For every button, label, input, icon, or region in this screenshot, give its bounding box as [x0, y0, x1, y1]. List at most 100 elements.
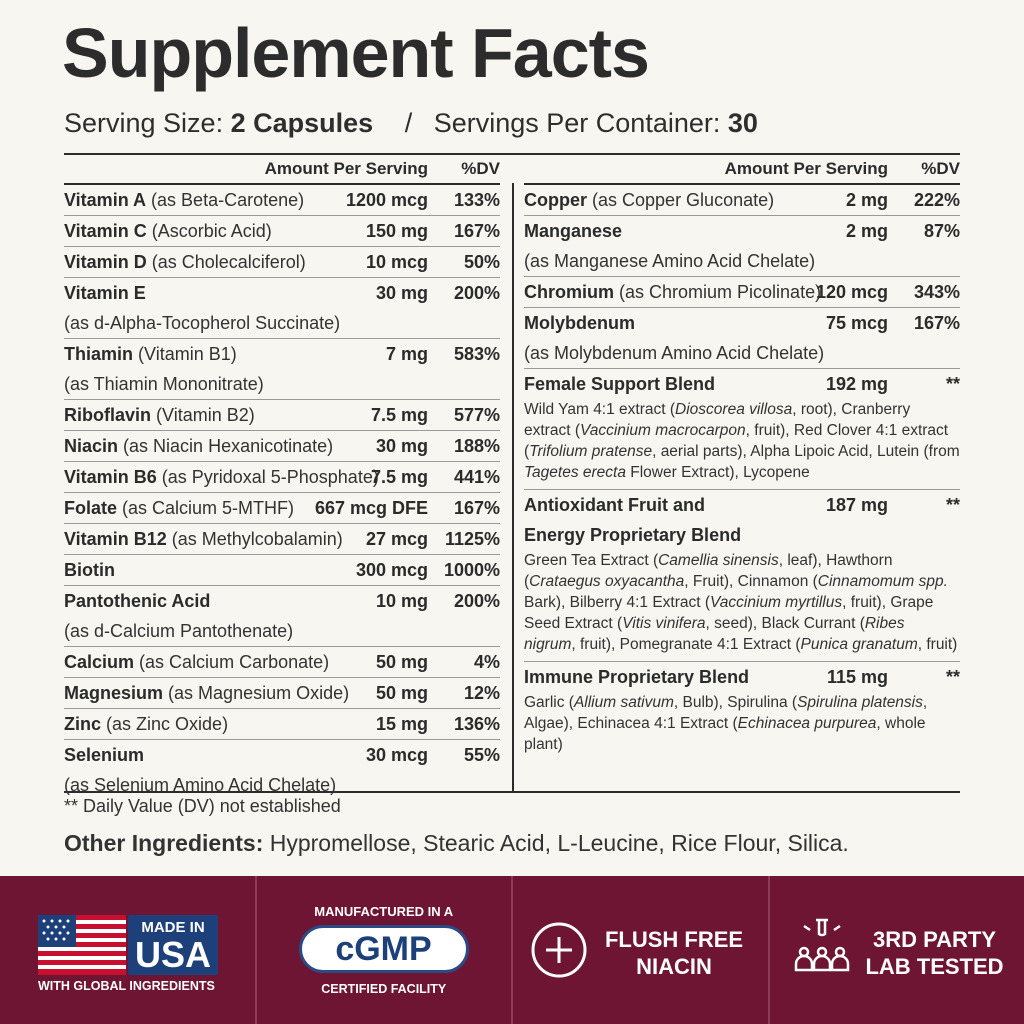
nutrient-dv: 1125%: [444, 529, 500, 549]
blend-dv: **: [945, 495, 960, 515]
nutrient-line: Calcium (as Calcium Carbonate) 50 mg 4%: [64, 647, 500, 677]
page-title: Supplement Facts: [62, 14, 650, 92]
serving-size-value: 2 Capsules: [230, 108, 374, 138]
blend-amount: 187 mg: [825, 495, 888, 515]
cgmp-bottom-text: CERTIFIED FACILITY: [321, 982, 447, 996]
nutrient-label: Manganese: [524, 221, 623, 241]
blend-rows: Female Support Blend 192 mg ** Wild Yam 4:1…: [524, 369, 960, 761]
nutrient-row: Vitamin C (Ascorbic Acid) 150 mg 167%: [64, 216, 500, 247]
nutrient-source: (as Cholecalciferol): [151, 252, 306, 272]
lab-tested-line1: 3RD PARTY: [872, 927, 997, 952]
lab-tested-text: 3RD PARTY LAB TESTED: [860, 926, 1010, 980]
nutrient-source-line: (as Selenium Amino Acid Chelate): [64, 775, 337, 795]
nutrient-dv: 167%: [913, 313, 960, 333]
servings-per-container-value: 30: [727, 108, 758, 138]
nutrient-dv: 167%: [453, 498, 500, 518]
nutrient-row: Calcium (as Calcium Carbonate) 50 mg 4%: [64, 647, 500, 678]
nutrient-dv: 188%: [453, 436, 500, 456]
nutrient-name: Molybdenum: [524, 313, 635, 333]
nutrient-line: Vitamin C (Ascorbic Acid) 150 mg 167%: [64, 216, 500, 246]
left-column: Amount Per Serving %DV Vitamin A (as Bet…: [64, 155, 500, 800]
nutrient-label: Vitamin E: [64, 283, 146, 303]
other-ingredients-label: Other Ingredients:: [64, 830, 264, 856]
nutrient-dv: 87%: [923, 221, 960, 241]
nutrient-source: (Ascorbic Acid): [151, 221, 272, 241]
nutrient-amount: 30 mg: [375, 436, 428, 456]
other-ingredients: Other Ingredients: Hypromellose, Stearic…: [64, 830, 849, 857]
nutrient-label: Vitamin A: [64, 190, 147, 210]
nutrient-name: Chromium (as Chromium Picolinate): [524, 282, 821, 302]
nutrient-row: Vitamin D (as Cholecalciferol) 10 mcg 50%: [64, 247, 500, 278]
blend-ingredients: Garlic (Allium sativum, Bulb), Spirulina…: [524, 694, 928, 753]
nutrient-label: Vitamin C: [64, 221, 147, 241]
nutrient-source-line: (as d-Calcium Pantothenate): [64, 621, 294, 641]
nutrient-name: Vitamin E: [64, 283, 146, 303]
header-dv: %DV: [461, 159, 500, 178]
nutrient-line: Riboflavin (Vitamin B2) 7.5 mg 577%: [64, 400, 500, 430]
flush-free-text: FLUSH FREE NIACIN: [599, 926, 749, 980]
nutrient-label: Riboflavin: [64, 405, 152, 425]
nutrient-name: Zinc (as Zinc Oxide): [64, 714, 228, 734]
nutrient-name: Folate (as Calcium 5-MTHF): [64, 498, 294, 518]
table-header-right: Amount Per Serving %DV: [524, 155, 960, 185]
nutrient-dv: 55%: [463, 745, 500, 765]
nutrient-line: Copper (as Copper Gluconate) 2 mg 222%: [524, 185, 960, 215]
supplement-facts-table: Amount Per Serving %DV Vitamin A (as Bet…: [64, 153, 960, 795]
footnote: ** Daily Value (DV) not established: [64, 796, 341, 816]
nutrient-amount: 667 mcg DFE: [314, 498, 428, 518]
nutrient-amount: 15 mg: [375, 714, 428, 734]
nutrient-dv: 1000%: [443, 560, 500, 580]
blend-name: Antioxidant Fruit and: [524, 495, 705, 515]
servings-per-container-label: Servings Per Container:: [433, 108, 721, 138]
nutrient-source: (as Niacin Hexanicotinate): [123, 436, 334, 456]
nutrient-dv: 200%: [453, 591, 500, 611]
nutrient-amount: 2 mg: [845, 221, 888, 241]
blend-ingredients: Green Tea Extract (Camellia sinensis, le…: [524, 552, 958, 653]
nutrient-name: Manganese: [524, 221, 622, 241]
blend-name: Female Support Blend: [524, 374, 716, 394]
nutrient-name: Vitamin B12 (as Methylcobalamin): [64, 529, 343, 549]
lab-test-icon: [794, 918, 849, 972]
made-in-usa-badge: MADE IN USA WITH GLOBAL INGREDIENTS: [0, 876, 257, 1024]
other-ingredients-value: Hypromellose, Stearic Acid, L-Leucine, R…: [269, 830, 849, 856]
nutrient-dv: 583%: [453, 344, 500, 364]
right-column: Amount Per Serving %DV Copper (as Copper…: [524, 155, 960, 761]
nutrient-row: Vitamin A (as Beta-Carotene) 1200 mcg 133%: [64, 185, 500, 216]
nutrient-dv: 167%: [453, 221, 500, 241]
nutrient-label: Copper: [524, 190, 587, 210]
nutrient-source-line: (as Manganese Amino Acid Chelate): [524, 251, 816, 271]
blend-name-line: Immune Proprietary Blend 115 mg **: [524, 662, 960, 692]
lab-tested-line2: LAB TESTED: [865, 954, 1004, 979]
plus-circle-icon: [531, 922, 587, 978]
nutrient-amount: 120 mcg: [815, 282, 888, 302]
nutrient-dv: 222%: [913, 190, 960, 210]
nutrient-line: Pantothenic Acid 10 mg 200%: [64, 586, 500, 616]
blend-row: Antioxidant Fruit and 187 mg ** Energy Prop…: [524, 490, 960, 662]
nutrient-source-line: (as Molybdenum Amino Acid Chelate): [524, 343, 825, 363]
nutrient-line: Biotin 300 mcg 1000%: [64, 555, 500, 585]
nutrient-dv: 12%: [463, 683, 500, 703]
badge-banner: MADE IN USA WITH GLOBAL INGREDIENTS MANU…: [0, 876, 1024, 1024]
nutrient-row: Vitamin B6 (as Pyridoxal 5-Phosphate) 7.5…: [64, 462, 500, 493]
nutrient-name: Vitamin D (as Cholecalciferol): [64, 252, 306, 272]
nutrient-amount: 50 mg: [375, 652, 428, 672]
made-in-text: MADE IN: [141, 919, 205, 936]
nutrient-label: Vitamin B12: [64, 529, 167, 549]
nutrient-dv: 577%: [453, 405, 500, 425]
nutrient-label: Pantothenic Acid: [64, 591, 211, 611]
nutrient-amount: 27 mcg: [365, 529, 428, 549]
nutrient-label: Magnesium: [64, 683, 164, 703]
lab-tested-badge: 3RD PARTY LAB TESTED: [770, 876, 1024, 1024]
nutrient-line: Vitamin B6 (as Pyridoxal 5-Phosphate) 7.5…: [64, 462, 500, 492]
nutrient-amount: 300 mcg: [355, 560, 428, 580]
nutrient-source: (Vitamin B1): [138, 344, 237, 364]
nutrient-amount: 7.5 mg: [370, 467, 428, 487]
nutrient-name: Niacin (as Niacin Hexanicotinate): [64, 436, 333, 456]
blend-ingredients: Wild Yam 4:1 extract (Dioscorea villosa,…: [524, 401, 960, 481]
nutrient-line: Thiamin (Vitamin B1) 7 mg 583%: [64, 339, 500, 369]
nutrient-amount: 50 mg: [375, 683, 428, 703]
nutrient-source: (as Methylcobalamin): [171, 529, 343, 549]
cgmp-top-text: MANUFACTURED IN A: [314, 904, 454, 919]
nutrient-source: (as Magnesium Oxide): [168, 683, 350, 703]
flush-free-line2: NIACIN: [636, 954, 712, 979]
